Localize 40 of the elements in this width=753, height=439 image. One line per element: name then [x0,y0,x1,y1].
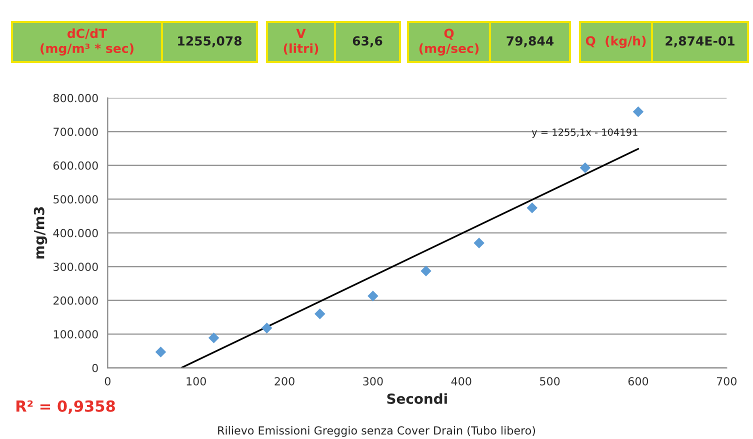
x-tick-label: 500 [540,377,560,386]
text: Q (kg/h) [586,36,646,48]
point [368,290,378,302]
y-tick-label: 100.000 [54,330,98,339]
point [526,202,538,214]
x-tick-label: 600 [628,377,648,386]
y-tick-label: 800.000 [53,94,98,102]
x-tick-label: 700 [716,377,737,386]
text: Rilievo Emissioni Greggio senza Cover Drain (Tubo libero) [218,426,536,437]
point [474,238,484,248]
y-axis-title: mg/m3 [34,207,48,259]
point [420,266,432,276]
x-tick-label: 200 [274,377,294,386]
text: V (litri) [284,28,318,55]
point [261,322,272,334]
text: dC/dT (mg/m³ * sec) [40,28,134,56]
x-tick-label: 0 [104,377,110,386]
text: 2,874E-01 [666,36,734,48]
point [580,162,591,174]
text: 63,6 [352,36,382,48]
y-tick-label: 600.000 [53,161,98,170]
point [208,332,220,344]
y-tick-label: 700.000 [54,128,98,136]
x-tick-label: 100 [186,377,206,386]
x-tick-label: 300 [363,377,383,386]
y-tick-label: 500.000 [54,195,98,204]
point [155,346,166,358]
x-axis-title: Secondi [387,393,447,404]
text: 79,844 [506,36,554,48]
x-tick-label: 400 [451,377,472,386]
text: R² = 0,9358 [16,400,115,414]
point [314,308,326,320]
y-tick-label: 300.000 [54,262,98,272]
y-tick-label: 0 [92,364,98,372]
annotation: y = 1255,1x - 104191 [532,128,638,138]
y-tick-label: 400.000 [53,228,98,238]
text: Q (mg/sec) [419,28,479,56]
y-tick-label: 200.000 [54,296,98,305]
point [632,106,644,118]
text: 1255,078 [178,36,242,48]
